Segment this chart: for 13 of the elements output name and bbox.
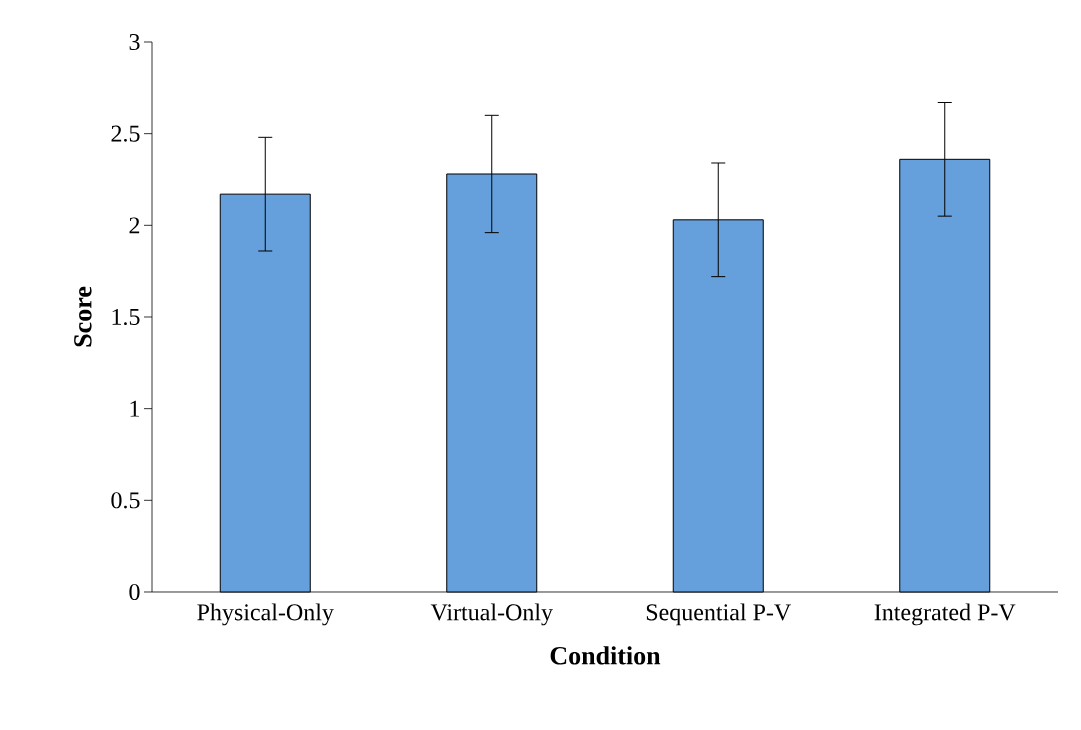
x-tick-label: Sequential P-V [646,603,791,626]
y-tick-label: 0.5 [111,492,140,509]
y-tick-label: 0 [129,583,140,601]
y-tick-label: 3 [129,33,140,51]
y-tick-label: 2 [129,217,140,234]
y-tick-label: 2.5 [111,125,140,142]
y-tick-label: 1.5 [112,308,140,326]
x-tick-label: Integrated P-V [874,603,1016,626]
x-axis-title: Condition [550,646,661,665]
y-axis-title: Score [74,286,92,347]
y-tick-label: 1 [130,400,140,417]
x-tick-label: Virtual-Only [430,603,553,626]
x-tick-label: Physical-Only [197,603,334,626]
